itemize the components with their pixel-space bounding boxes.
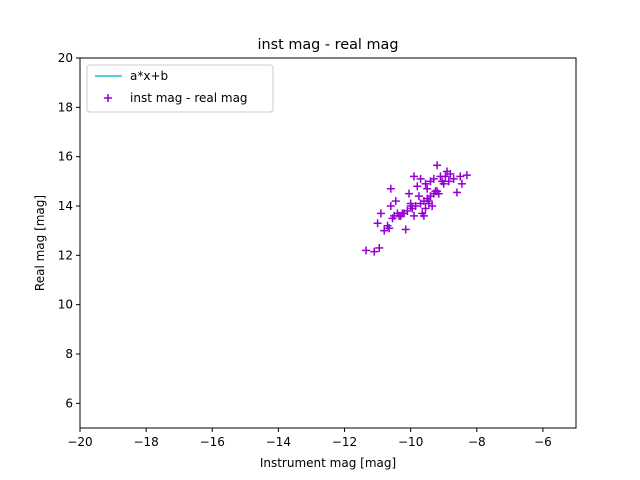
y-tick-label: 12 [58,248,73,262]
scatter-point [376,209,385,218]
scatter-point [386,202,395,210]
scatter-point [423,184,432,193]
chart-title: inst mag - real mag [258,37,399,53]
y-tick-label: 14 [58,199,73,213]
scatter-point [400,209,409,218]
scatter-point [409,172,418,181]
y-tick-label: 20 [58,51,73,65]
scatter-point [421,179,430,188]
y-tick-label: 18 [58,100,73,114]
scatter-point [395,211,404,220]
scatter-point [409,211,418,220]
scatter-point [421,204,430,213]
x-tick-label: −10 [398,435,423,449]
y-axis: 6 8 10 12 14 16 18 20 [58,51,80,410]
scatter-points [362,161,471,256]
y-axis-label: Real mag [mag] [33,195,47,291]
y-tick-label: 6 [65,396,73,410]
scatter-point [434,189,443,198]
scatter-point [416,174,425,183]
legend-box [86,64,274,113]
scatter-point [428,202,437,210]
scatter-point [426,177,435,186]
scatter-point [433,161,442,170]
plot-area [79,57,577,429]
legend-label-scatter: inst mag - real mag [130,91,248,105]
x-tick-label: −6 [534,435,552,449]
scatter-point [362,246,371,255]
scatter-point [373,219,382,228]
legend-plus-glyph [104,94,112,102]
scatter-point [375,243,384,252]
x-axis: −20 −18 −16 −14 −12 −10 −8 −6 [67,428,552,449]
scatter-point [386,184,395,193]
scatter-point [370,247,379,256]
scatter-point [414,192,423,201]
scatter-point [406,199,415,208]
scatter-point [452,188,461,197]
x-tick-label: −8 [468,435,486,449]
scatter-point [405,189,414,198]
x-tick-label: −12 [332,435,357,449]
y-tick-label: 8 [65,347,73,361]
scatter-point [413,182,422,191]
y-tick-label: 16 [58,150,73,164]
legend-plus-marker [104,94,112,102]
legend: a*x+b inst mag - real mag [86,64,274,113]
x-axis-label: Instrument mag [mag] [260,456,396,470]
scatter-point [383,221,392,230]
x-tick-label: −18 [133,435,158,449]
scatter-point [443,167,452,176]
scatter-point [401,225,410,234]
legend-label-fit: a*x+b [130,69,168,83]
scatter-point [449,174,458,183]
x-tick-label: −14 [266,435,291,449]
scatter-point [436,172,445,181]
scatter-point [424,197,433,206]
scatter-point [457,179,466,188]
scatter-point [462,171,471,180]
scatter-point [438,177,447,186]
scatter-point [380,226,389,235]
scatter-point [456,172,465,181]
x-tick-label: −16 [200,435,225,449]
scatter-point [419,211,428,220]
y-tick-label: 10 [58,298,73,312]
x-tick-label: −20 [67,435,92,449]
scatter-point [391,197,400,206]
